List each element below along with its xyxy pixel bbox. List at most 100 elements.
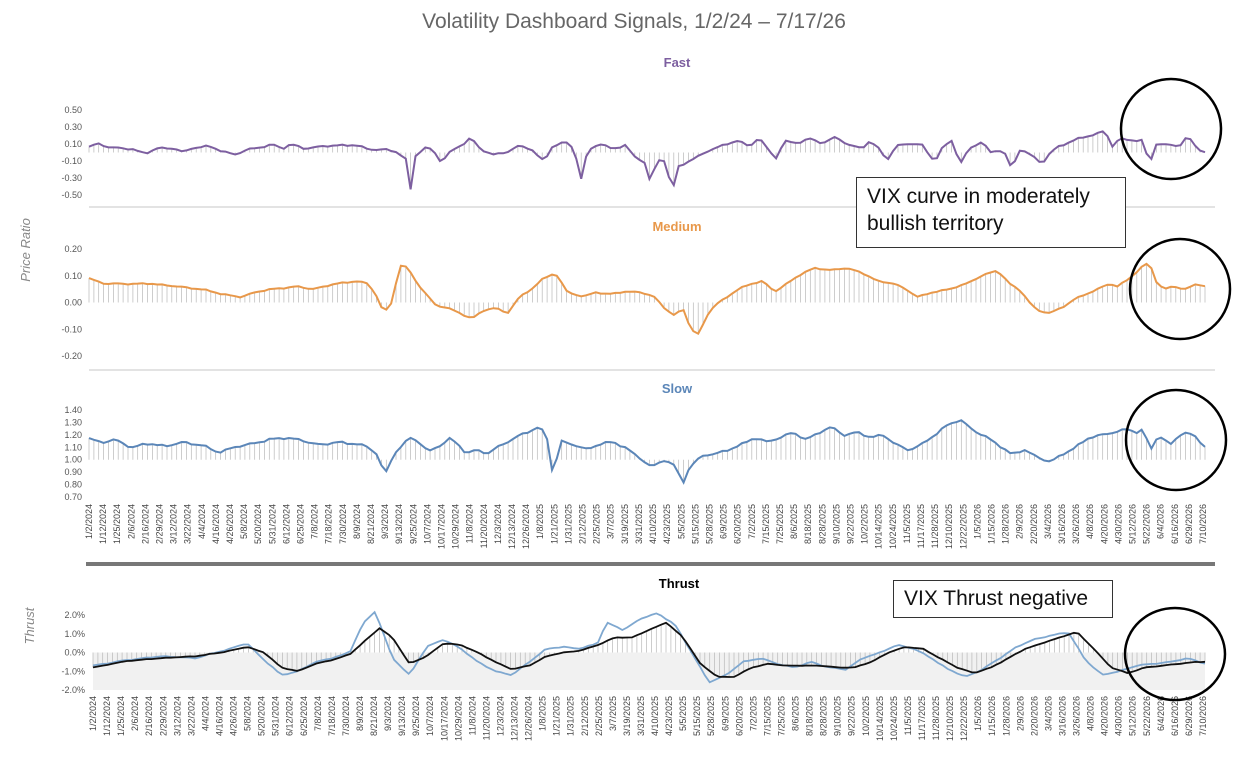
panel-title: Fast xyxy=(664,55,691,70)
x-tick-label: 6/4/2026 xyxy=(1156,504,1166,539)
highlight-circle xyxy=(1128,237,1232,341)
y-tick-label: 1.0% xyxy=(64,629,85,639)
chart-title: Volatility Dashboard Signals, 1/2/24 – 7… xyxy=(422,10,846,33)
x-tick-label: 3/16/2026 xyxy=(1058,696,1068,736)
x-tick-label: 1/8/2025 xyxy=(535,504,545,539)
x-tick-label: 6/9/2025 xyxy=(719,504,729,539)
y-tick-label: -0.10 xyxy=(61,156,82,166)
x-tick-label: 9/25/2024 xyxy=(411,696,421,736)
series-line-thrust-secondary xyxy=(92,610,1206,684)
x-tick-label: 5/12/2026 xyxy=(1128,504,1138,544)
series-line-fast xyxy=(88,130,1206,190)
x-tick-label: 3/19/2025 xyxy=(620,504,630,544)
x-tick-label: 2/12/2025 xyxy=(578,504,588,544)
x-tick-label: 8/18/2025 xyxy=(803,504,813,544)
x-tick-label: 9/13/2024 xyxy=(394,504,404,544)
y-tick-label: 0.0% xyxy=(64,648,85,658)
x-tick-label: 11/5/2025 xyxy=(902,504,912,543)
x-tick-label: 9/22/2025 xyxy=(847,696,857,736)
y-tick-label: -0.50 xyxy=(61,190,82,200)
x-tick-label: 7/2/2025 xyxy=(748,696,758,731)
x-axis-ticks-top: 1/2/2024 1/12/2024 1/25/2024 2/6/2024 2/16/2… xyxy=(84,504,1208,549)
x-tick-label: 4/23/2025 xyxy=(662,504,672,544)
x-tick-label: 2/6/2024 xyxy=(130,696,140,731)
x-tick-label: 10/2/2025 xyxy=(860,504,870,544)
x-tick-label: 2/25/2025 xyxy=(592,504,602,544)
x-tick-label: 6/16/2026 xyxy=(1170,504,1180,544)
x-tick-label: 4/20/2026 xyxy=(1100,696,1110,736)
x-axis-ticks-bottom: 1/2/2024 1/12/2024 1/25/2024 2/6/2024 2/16/2… xyxy=(88,696,1208,741)
y-tick-label: 1.10 xyxy=(64,442,82,452)
x-tick-label: 6/25/2024 xyxy=(296,504,306,544)
x-tick-label: 5/15/2025 xyxy=(690,504,700,544)
y-tick-label: 1.00 xyxy=(64,455,82,465)
x-tick-label: 10/24/2025 xyxy=(889,696,899,741)
x-tick-label: 4/30/2026 xyxy=(1113,504,1123,544)
x-tick-label: 3/31/2025 xyxy=(636,696,646,736)
x-tick-label: 6/12/2024 xyxy=(281,504,291,544)
y-tick-label: 1.20 xyxy=(64,430,82,440)
x-tick-label: 12/26/2024 xyxy=(524,696,534,741)
x-tick-label: 11/20/2024 xyxy=(479,504,489,548)
y-tick-label: 0.30 xyxy=(64,122,82,132)
x-tick-label: 12/13/2024 xyxy=(510,696,520,741)
x-tick-label: 11/28/2025 xyxy=(931,696,941,740)
x-tick-label: 4/26/2024 xyxy=(229,696,239,736)
y-tick-label: 0.00 xyxy=(64,298,82,308)
annotation-line: bullish territory xyxy=(867,211,1004,235)
x-tick-label: 1/28/2026 xyxy=(1001,504,1011,544)
x-tick-label: 5/8/2024 xyxy=(243,696,253,731)
y-tick-label: -0.30 xyxy=(61,173,82,183)
x-tick-label: 7/2/2025 xyxy=(747,504,757,539)
x-tick-label: 12/10/2025 xyxy=(945,696,955,741)
x-tick-label: 12/13/2024 xyxy=(507,504,517,549)
x-tick-label: 7/10/2026 xyxy=(1198,696,1208,736)
x-tick-label: 8/6/2025 xyxy=(789,504,799,539)
y-axis-label-price-ratio: Price Ratio xyxy=(18,218,33,282)
x-tick-label: 4/23/2025 xyxy=(664,696,674,736)
x-tick-label: 4/4/2024 xyxy=(200,696,210,731)
x-tick-label: 3/4/2026 xyxy=(1043,696,1053,731)
x-tick-label: 10/24/2025 xyxy=(888,504,898,549)
x-tick-label: 7/15/2025 xyxy=(761,504,771,544)
x-tick-label: 10/29/2024 xyxy=(451,504,461,549)
y-tick-label: 1.40 xyxy=(64,405,82,415)
x-tick-label: 7/18/2024 xyxy=(324,504,334,544)
x-tick-label: 1/2/2024 xyxy=(84,504,94,539)
x-tick-label: 8/6/2025 xyxy=(791,696,801,731)
x-tick-label: 9/10/2025 xyxy=(833,696,843,736)
x-tick-label: 10/17/2024 xyxy=(437,504,447,549)
x-tick-label: 8/28/2025 xyxy=(819,696,829,736)
x-tick-label: 3/12/2024 xyxy=(169,504,179,544)
x-tick-label: 9/3/2024 xyxy=(380,504,390,539)
x-tick-label: 7/25/2025 xyxy=(777,696,787,736)
x-tick-label: 4/8/2026 xyxy=(1085,504,1095,539)
x-tick-label: 2/25/2025 xyxy=(594,696,604,736)
x-tick-label: 9/25/2024 xyxy=(408,504,418,544)
panel-title: Slow xyxy=(662,381,693,396)
y-tick-label: 0.80 xyxy=(64,480,82,490)
x-tick-label: 1/15/2026 xyxy=(987,696,997,736)
x-tick-label: 4/20/2026 xyxy=(1099,504,1109,544)
x-tick-label: 12/3/2024 xyxy=(493,504,503,544)
highlight-circle xyxy=(1124,388,1228,492)
baseline-hatch xyxy=(88,263,1206,334)
x-tick-label: 3/26/2026 xyxy=(1071,504,1081,544)
x-tick-label: 5/5/2025 xyxy=(678,696,688,731)
x-tick-label: 7/8/2024 xyxy=(313,696,323,731)
x-tick-label: 7/15/2025 xyxy=(762,696,772,736)
x-tick-label: 3/19/2025 xyxy=(622,696,632,736)
y-tick-label: 0.50 xyxy=(64,105,82,115)
x-tick-label: 8/18/2025 xyxy=(805,696,815,736)
x-tick-label: 1/8/2025 xyxy=(538,696,548,731)
x-tick-label: 8/28/2025 xyxy=(817,504,827,544)
series-line-medium xyxy=(88,262,1206,336)
x-tick-label: 5/20/2024 xyxy=(257,696,267,736)
x-tick-label: 11/8/2024 xyxy=(465,504,475,543)
x-tick-label: 10/2/2025 xyxy=(861,696,871,736)
highlight-circle xyxy=(1123,606,1227,702)
y-tick-label: 0.70 xyxy=(64,492,82,502)
x-tick-label: 6/20/2025 xyxy=(733,504,743,544)
x-tick-label: 5/20/2024 xyxy=(253,504,263,544)
